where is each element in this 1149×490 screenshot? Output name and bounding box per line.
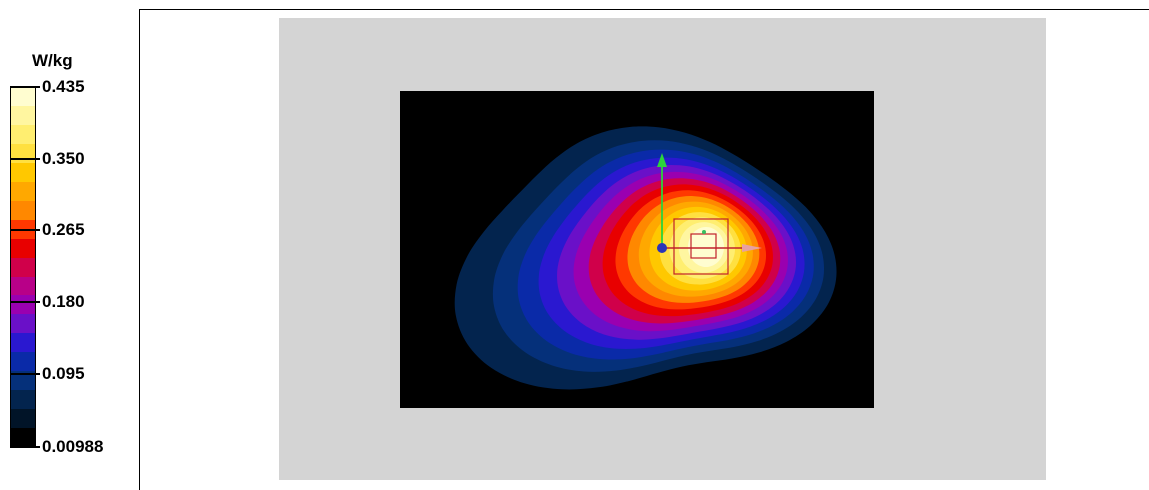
legend-tick-line [10, 229, 40, 231]
sar-contour-level [688, 227, 724, 267]
legend-tick-label: 0.350 [42, 149, 85, 168]
scale-segment [11, 333, 35, 353]
scale-segment [11, 105, 35, 125]
legend-unit-label: W/kg [32, 51, 73, 70]
legend-tick-label: 0.095 [42, 364, 85, 383]
color-scale-bar [10, 86, 36, 448]
scale-segment [11, 257, 35, 277]
gizmo-origin-icon [657, 243, 667, 253]
scale-segment [11, 352, 35, 372]
scale-segment [11, 276, 35, 296]
averaging-cube-inner [690, 233, 717, 259]
scale-segment [11, 162, 35, 182]
gizmo-y-arrow-icon [657, 153, 667, 167]
scale-segment [11, 295, 35, 315]
legend-tick-line [10, 86, 40, 88]
scale-segment [11, 238, 35, 258]
scale-segment [11, 314, 35, 334]
legend-tick-label: 0.435 [42, 77, 85, 96]
scale-segment [11, 200, 35, 220]
legend-tick-label: 0.180 [42, 292, 85, 311]
scale-segment [11, 428, 35, 448]
scale-segment [11, 371, 35, 391]
gizmo-x-arrow-icon [742, 244, 762, 252]
legend-tick-line [10, 446, 40, 448]
averaging-cube-outer [673, 218, 729, 275]
legend-tick-line [10, 301, 40, 303]
scale-segment [11, 409, 35, 429]
peak-marker-icon [702, 230, 706, 234]
scale-segment [11, 124, 35, 144]
sar-field-area [400, 91, 874, 408]
scale-segment [11, 87, 35, 106]
scale-segment [11, 181, 35, 201]
legend-tick-label: 0.00988 [42, 437, 104, 456]
scale-segment [11, 390, 35, 410]
sar-distribution-plot [400, 91, 874, 408]
legend-tick-label: 0.265 [42, 220, 85, 239]
legend-tick-line [10, 158, 40, 160]
legend-tick-line [10, 373, 40, 375]
